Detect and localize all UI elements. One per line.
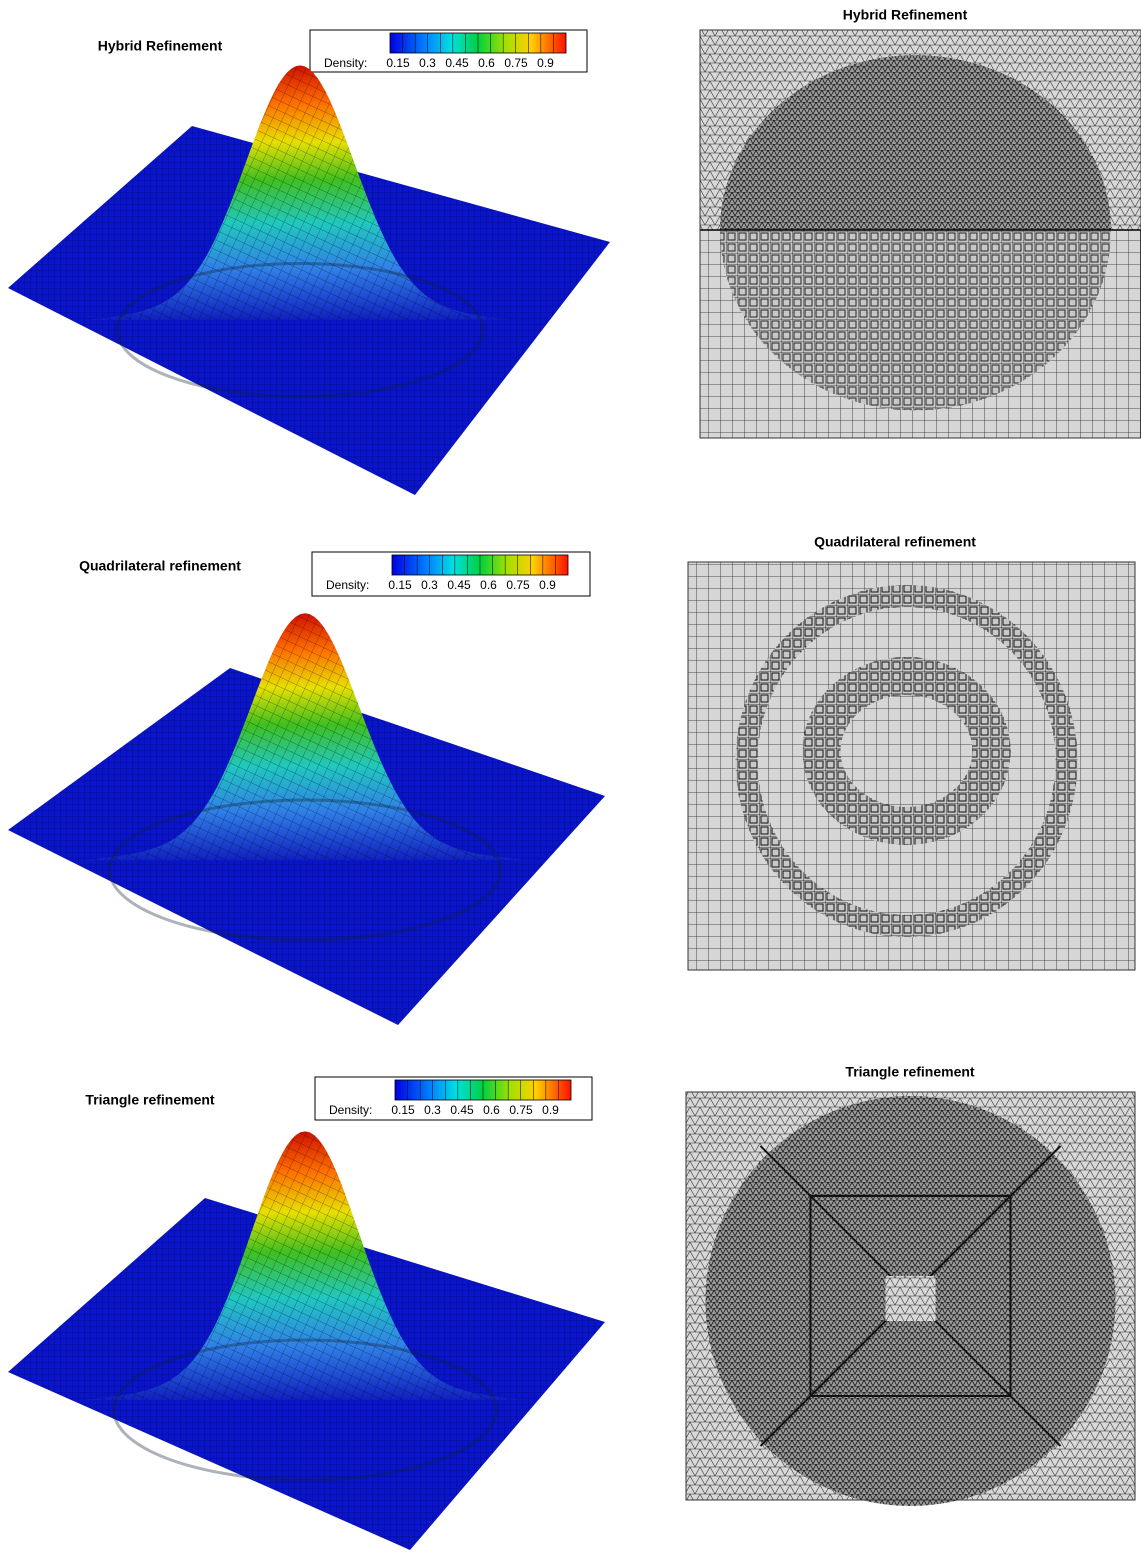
colorbar-tick: 0.75 (504, 56, 528, 70)
colorbar-label: Density: (329, 1103, 372, 1117)
mesh-refined-top (720, 55, 1111, 230)
mesh-refined-bottom (720, 230, 1111, 411)
colorbar-tick: 0.15 (386, 56, 410, 70)
mesh-frame (685, 1091, 1136, 1501)
colorbar-tick: 0.75 (506, 578, 530, 592)
surface-title: Quadrilateral refinement (79, 558, 241, 574)
colorbar-tick: 0.6 (480, 578, 497, 592)
mesh-refined-ring (735, 585, 1078, 937)
surface-hill-mesh (75, 613, 531, 861)
colorbar-label: Density: (326, 578, 369, 592)
mesh-inner-square (809, 1195, 1012, 1397)
colorbar-tick: 0.6 (478, 56, 495, 70)
mesh-frame (699, 29, 1141, 439)
surface-title: Hybrid Refinement (98, 38, 223, 54)
surface-title: Triangle refinement (85, 1092, 214, 1108)
surface-hill-mesh (80, 1131, 526, 1400)
colorbar-tick: 0.45 (450, 1103, 474, 1117)
mesh-refined-core (802, 657, 1011, 845)
colorbar-tick: 0.45 (447, 578, 471, 592)
colorbar-tick: 0.9 (539, 578, 556, 592)
mesh-title: Triangle refinement (845, 1064, 974, 1080)
colorbar-tick: 0.6 (483, 1103, 500, 1117)
mesh-center (885, 1276, 936, 1321)
mesh-frame (687, 561, 1136, 971)
colorbar-tick: 0.9 (542, 1103, 559, 1117)
colorbar-tick: 0.9 (537, 56, 554, 70)
mesh-title: Hybrid Refinement (843, 7, 968, 23)
colorbar-label: Density: (324, 56, 367, 70)
surface-ridge (112, 1338, 498, 1482)
surface-ridge (108, 798, 502, 942)
surface-hill-mesh (85, 65, 511, 320)
colorbar-tick: 0.3 (419, 56, 436, 70)
colorbar-tick: 0.15 (388, 578, 412, 592)
surface-ridge (115, 262, 485, 398)
colorbar-tick: 0.3 (424, 1103, 441, 1117)
colorbar-tick: 0.3 (421, 578, 438, 592)
colorbar-tick: 0.15 (391, 1103, 415, 1117)
colorbar-tick: 0.75 (509, 1103, 533, 1117)
colorbar-tick: 0.45 (445, 56, 469, 70)
mesh-title: Quadrilateral refinement (814, 534, 976, 550)
